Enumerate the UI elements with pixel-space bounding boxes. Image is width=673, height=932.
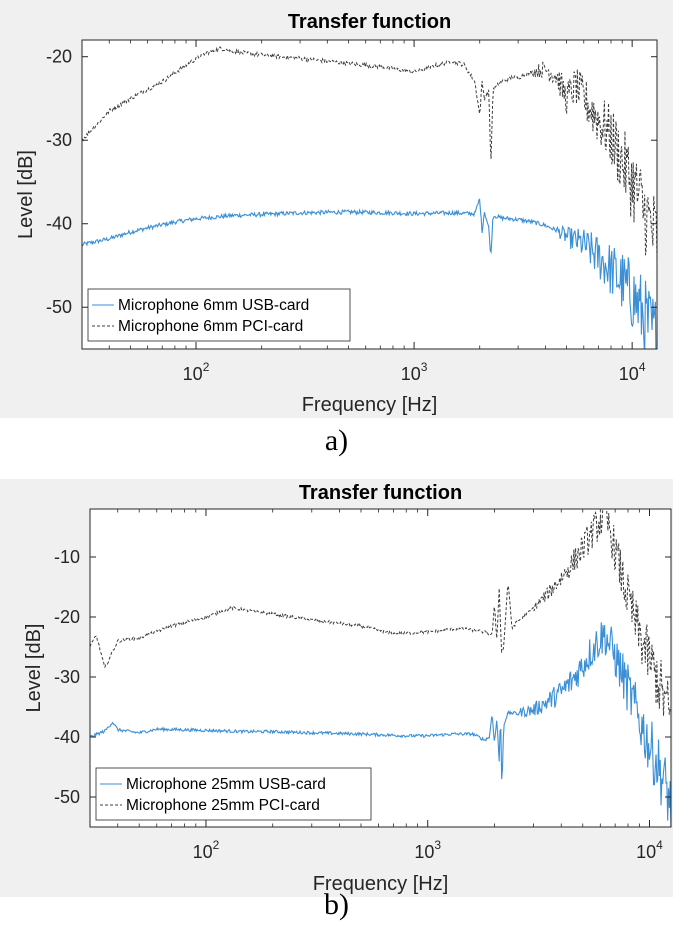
y-tick-label: -10 (54, 547, 80, 567)
chart-title: Transfer function (299, 482, 462, 504)
y-tick-label: -30 (46, 130, 72, 150)
x-tick-label: 104 (619, 360, 646, 384)
x-tick-label: 102 (193, 838, 220, 862)
y-tick-label: -50 (46, 297, 72, 317)
series-line (90, 509, 671, 716)
x-tick-label: 103 (401, 360, 428, 384)
figure-caption: b) (324, 888, 349, 921)
x-tick-label: 102 (183, 360, 210, 384)
x-tick-label: 104 (636, 838, 663, 862)
chart: Transfer function -50 -40 -30 -20 -10 102 103 10… (23, 482, 672, 895)
y-tick-label: -20 (46, 47, 72, 67)
x-tick-label: 103 (414, 838, 441, 862)
legend-entry: Microphone 6mm USB-card (118, 297, 309, 314)
y-tick-label: -50 (54, 787, 80, 807)
axes-box (81, 39, 658, 350)
legend: Microphone 6mm USB-card Microphone 6mm PC… (87, 288, 351, 342)
x-axis-label: Frequency [Hz] (313, 873, 449, 895)
y-tick-label: -40 (54, 727, 80, 747)
y-tick-label: -20 (54, 607, 80, 627)
axes-box (89, 508, 672, 828)
series-line (90, 622, 671, 827)
legend-entry: Microphone 25mm PCI-card (126, 797, 320, 814)
y-tick-label: -40 (46, 214, 72, 234)
legend-box (95, 767, 372, 821)
chart-title: Transfer function (288, 11, 451, 33)
y-axis-label: Level [dB] (15, 150, 37, 239)
figure-caption: a) (324, 424, 349, 457)
series-line (82, 198, 657, 349)
y-axis-label: Level [dB] (23, 624, 45, 713)
x-axis-label: Frequency [Hz] (302, 394, 438, 416)
series-line (82, 46, 657, 260)
legend: Microphone 25mm USB-card Microphone 25mm … (95, 767, 372, 821)
legend-entry: Microphone 25mm USB-card (126, 776, 326, 793)
chart: Transfer function -50 -40 -30 -20 102 103 104 Fr… (15, 11, 658, 416)
legend-box (87, 288, 351, 342)
legend-entry: Microphone 6mm PCI-card (118, 318, 303, 335)
y-tick-label: -30 (54, 667, 80, 687)
